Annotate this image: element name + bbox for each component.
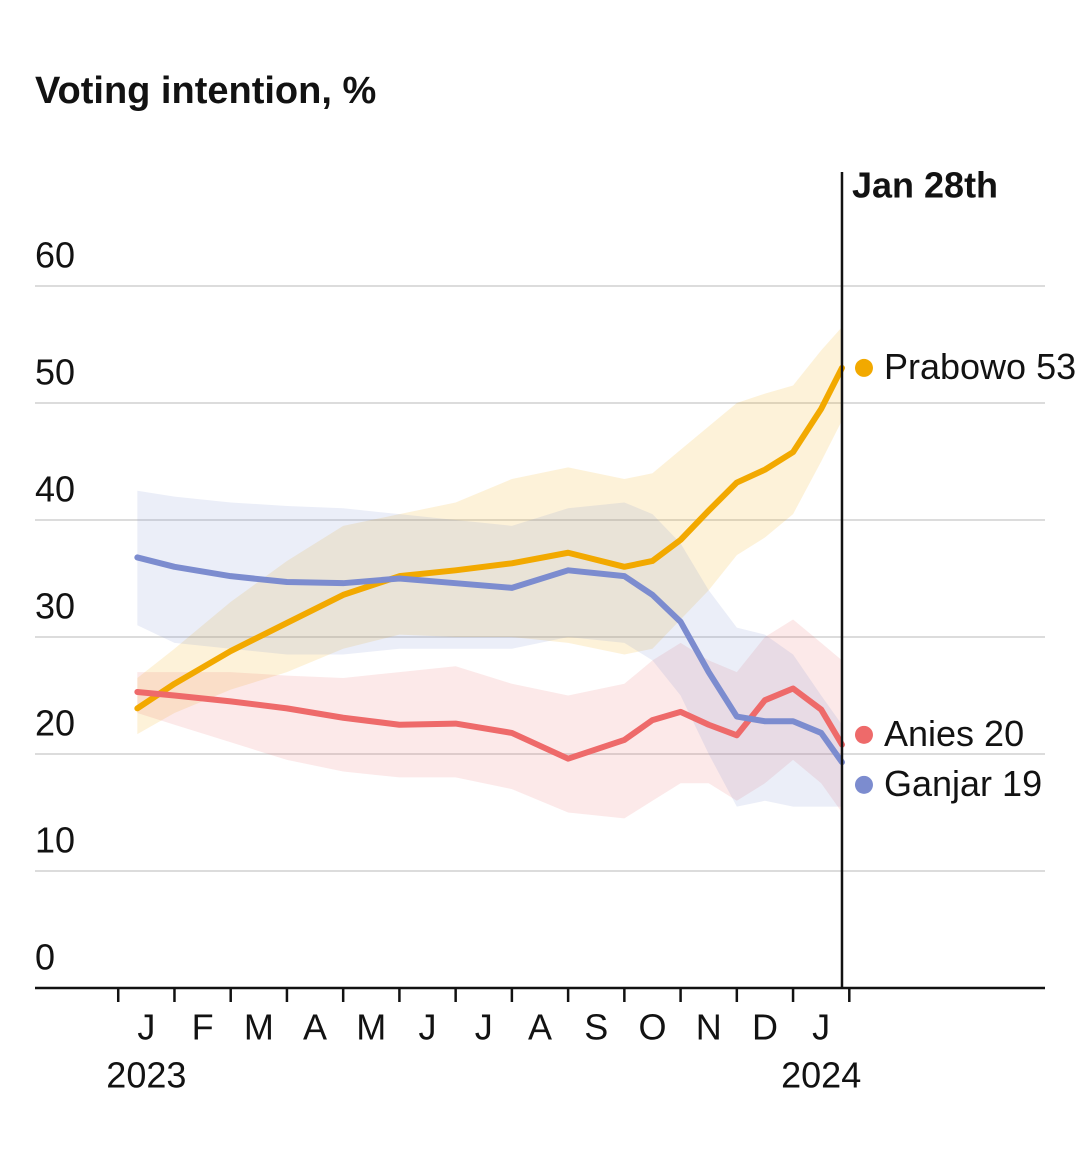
year-label: 2023	[106, 1055, 186, 1096]
x-tick-label: J	[812, 1007, 830, 1048]
confidence-band	[137, 490, 842, 807]
x-tick-label: F	[192, 1007, 214, 1048]
y-tick-label: 50	[35, 352, 75, 393]
x-tick-label: M	[356, 1007, 386, 1048]
x-tick-label: J	[419, 1007, 437, 1048]
line	[134, 364, 845, 712]
line	[134, 554, 845, 766]
end-label: Prabowo 53	[884, 345, 1076, 386]
y-tick-label: 20	[35, 703, 75, 744]
end-label: Ganjar 19	[884, 762, 1042, 803]
annotation-label: Jan 28th	[852, 165, 998, 206]
line	[134, 685, 845, 762]
y-tick-label: 30	[35, 586, 75, 627]
x-tick-label: J	[475, 1007, 493, 1048]
x-tick-label: N	[696, 1007, 722, 1048]
x-tick-label: M	[244, 1007, 274, 1048]
legend-dot	[854, 725, 873, 744]
series-name: Prabowo	[884, 345, 1026, 386]
end-value: 19	[1002, 762, 1042, 803]
confidence-band	[137, 326, 842, 735]
end-value: 53	[1036, 345, 1076, 386]
y-tick-label: 60	[35, 235, 75, 276]
x-tick-label: J	[137, 1007, 155, 1048]
y-tick-label: 10	[35, 820, 75, 861]
end-value: 20	[984, 712, 1024, 753]
legend-dot	[854, 775, 873, 794]
x-tick-label: S	[584, 1007, 608, 1048]
x-tick-label: O	[638, 1007, 666, 1048]
y-tick-label: 40	[35, 469, 75, 510]
year-label: 2024	[781, 1055, 861, 1096]
x-tick-label: A	[303, 1007, 327, 1048]
series-name: Ganjar	[884, 762, 992, 803]
x-tick-label: A	[528, 1007, 552, 1048]
confidence-band	[137, 619, 842, 819]
y-tick-label: 0	[35, 937, 55, 978]
chart-title: Voting intention, %	[35, 70, 376, 112]
legend-dot	[854, 358, 873, 377]
x-tick-label: D	[752, 1007, 778, 1048]
series-name: Anies	[884, 712, 974, 753]
end-label: Anies 20	[884, 712, 1024, 753]
